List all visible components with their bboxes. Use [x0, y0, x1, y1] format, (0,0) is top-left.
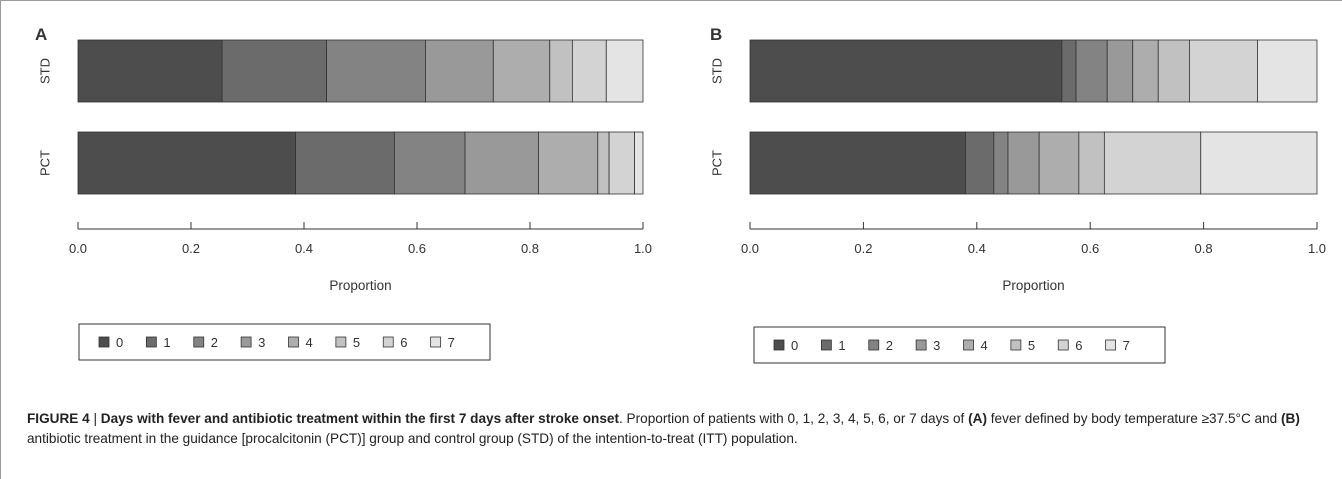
caption-text-3: antibiotic treatment in the guidance [pr… — [27, 431, 798, 446]
panel-a-x-axis-title: Proportion — [329, 278, 391, 293]
panel-b-label: B — [710, 25, 722, 44]
panel-a-label: A — [35, 25, 47, 44]
panel-a-bar-pct-seg-2 — [393, 131, 466, 195]
panel-a-category-label-std: STD — [37, 58, 52, 84]
panel-a-legend-swatch-5 — [335, 336, 347, 348]
panel-b-bar-pct-seg-3 — [1007, 131, 1040, 195]
panel-b-bar-pct-seg-1 — [965, 131, 995, 195]
panel-a-bar-pct-seg-6 — [608, 131, 635, 195]
caption-separator: | — [89, 411, 101, 426]
caption-text-1: . Proportion of patients with 0, 1, 2, 3… — [619, 411, 969, 426]
panel-a-bar-pct-seg-7 — [634, 131, 644, 195]
panel-a-legend-label-1: 1 — [163, 335, 170, 350]
panel-b-bar-pct-seg-5 — [1078, 131, 1105, 195]
panel-a-bar-std-seg-4 — [492, 39, 551, 103]
panel-a-x-tick-label-0.0: 0.0 — [69, 241, 87, 256]
panel-b-x-tick-label-0.6: 0.6 — [1081, 241, 1099, 256]
panel-a-legend-label-4: 4 — [306, 335, 313, 350]
panel-b-legend-label-4: 4 — [981, 338, 988, 353]
panel-a-x-tick-label-0.4: 0.4 — [295, 241, 313, 256]
panel-b-legend-swatch-6 — [1057, 339, 1069, 351]
panel-b-bar-std-seg-0 — [749, 39, 1063, 103]
panel-b-legend-swatch-0 — [773, 339, 785, 351]
panel-a-bar-std-seg-7 — [605, 39, 644, 103]
caption-title: Days with fever and antibiotic treatment… — [100, 411, 619, 426]
panel-a-bar-pct-seg-5 — [597, 131, 610, 195]
panel-b-legend-label-3: 3 — [933, 338, 940, 353]
panel-b-category-label-std: STD — [709, 58, 724, 84]
panel-b-legend-swatch-1 — [820, 339, 832, 351]
panel-a-category-label-pct: PCT — [37, 150, 52, 176]
panel-b-bar-std-seg-3 — [1106, 39, 1134, 103]
panel-a-bar-pct-seg-0 — [77, 131, 296, 195]
caption-figure-label: FIGURE 4 — [27, 411, 90, 426]
panel-b-bar-pct-seg-0 — [749, 131, 966, 195]
panel-a-legend-swatch-2 — [193, 336, 205, 348]
panel-b-legend-swatch-2 — [868, 339, 880, 351]
panel-a-bar-pct-seg-3 — [464, 131, 539, 195]
caption-ref-a: (A) — [968, 411, 987, 426]
panel-a-legend-swatch-1 — [145, 336, 157, 348]
panel-b-bar-std-seg-7 — [1257, 39, 1318, 103]
panel-b-bar-std-seg-1 — [1061, 39, 1077, 103]
panel-b-legend-label-5: 5 — [1028, 338, 1035, 353]
panel-b-bar-std-seg-4 — [1132, 39, 1159, 103]
panel-a-legend-box — [78, 323, 491, 361]
panel-a-legend-label-6: 6 — [400, 335, 407, 350]
panel-b-legend-swatch-3 — [915, 339, 927, 351]
panel-b-x-tick-label-0.0: 0.0 — [741, 241, 759, 256]
panel-a-legend-label-5: 5 — [353, 335, 360, 350]
panel-b-bar-pct-seg-6 — [1103, 131, 1202, 195]
panel-a-legend-swatch-7 — [430, 336, 442, 348]
panel-a-legend-label-3: 3 — [258, 335, 265, 350]
panel-a-bar-std-seg-6 — [571, 39, 607, 103]
panel-a-legend-label-0: 0 — [116, 335, 123, 350]
panel-b-category-label-pct: PCT — [709, 150, 724, 176]
panel-a-legend-swatch-0 — [98, 336, 110, 348]
panel-b-legend-label-7: 7 — [1123, 338, 1130, 353]
panel-a-legend-label-7: 7 — [448, 335, 455, 350]
panel-a-x-tick-label-0.2: 0.2 — [182, 241, 200, 256]
panel-a-x-tick-label-1.0: 1.0 — [634, 241, 652, 256]
panel-b-bar-pct-seg-7 — [1200, 131, 1318, 195]
panel-a-bar-std-seg-0 — [77, 39, 223, 103]
panel-b-legend-label-6: 6 — [1075, 338, 1082, 353]
panel-b-x-tick-label-0.8: 0.8 — [1195, 241, 1213, 256]
panel-b-legend-box — [753, 326, 1166, 364]
chart-panel-a: A STD PCT 0.0 0.2 0.4 0.6 0.8 1.0 Proportion 0 1 2 3 4… — [35, 25, 652, 361]
panel-b-x-tick-label-1.0: 1.0 — [1308, 241, 1326, 256]
panel-a-x-tick-label-0.6: 0.6 — [408, 241, 426, 256]
panel-b-x-axis-title: Proportion — [1002, 278, 1064, 293]
panel-a-x-tick-label-0.8: 0.8 — [521, 241, 539, 256]
panel-b-x-tick-label-0.4: 0.4 — [968, 241, 986, 256]
panel-b-bar-pct-seg-4 — [1038, 131, 1080, 195]
panel-b-legend-label-1: 1 — [838, 338, 845, 353]
panel-a-legend-label-2: 2 — [211, 335, 218, 350]
caption-text-2: fever defined by body temperature ≥37.5°… — [986, 411, 1281, 426]
panel-b-legend-label-0: 0 — [791, 338, 798, 353]
panel-b-legend-swatch-4 — [963, 339, 974, 351]
caption-ref-b: (B) — [1281, 411, 1300, 426]
panel-b-legend-swatch-5 — [1010, 339, 1022, 351]
chart-panel-b: B STD PCT 0.0 0.2 0.4 0.6 0.8 1.0 Proportion 0 1 2 3 4… — [709, 25, 1326, 364]
panel-b-bar-std-seg-2 — [1075, 39, 1108, 103]
panel-a-bar-std-seg-2 — [326, 39, 426, 103]
panel-a-legend-swatch-3 — [240, 336, 252, 348]
panel-a-bar-std-seg-5 — [549, 39, 573, 103]
panel-b-bar-pct-seg-2 — [993, 131, 1009, 195]
panel-b-bar-std-seg-6 — [1189, 39, 1258, 103]
panel-a-bar-pct-seg-4 — [538, 131, 599, 195]
panel-a-legend-swatch-4 — [288, 336, 299, 348]
panel-a-bar-std-seg-1 — [221, 39, 327, 103]
panel-a-bar-pct-seg-1 — [295, 131, 395, 195]
panel-a-bar-std-seg-3 — [425, 39, 494, 103]
panel-b-x-tick-label-0.2: 0.2 — [854, 241, 872, 256]
figure-caption: FIGURE 4 | Days with fever and antibioti… — [27, 409, 1327, 449]
panel-b-legend-swatch-7 — [1105, 339, 1117, 351]
panel-b-legend-label-2: 2 — [886, 338, 893, 353]
panel-b-bar-std-seg-5 — [1157, 39, 1190, 103]
panel-a-legend-swatch-6 — [382, 336, 394, 348]
